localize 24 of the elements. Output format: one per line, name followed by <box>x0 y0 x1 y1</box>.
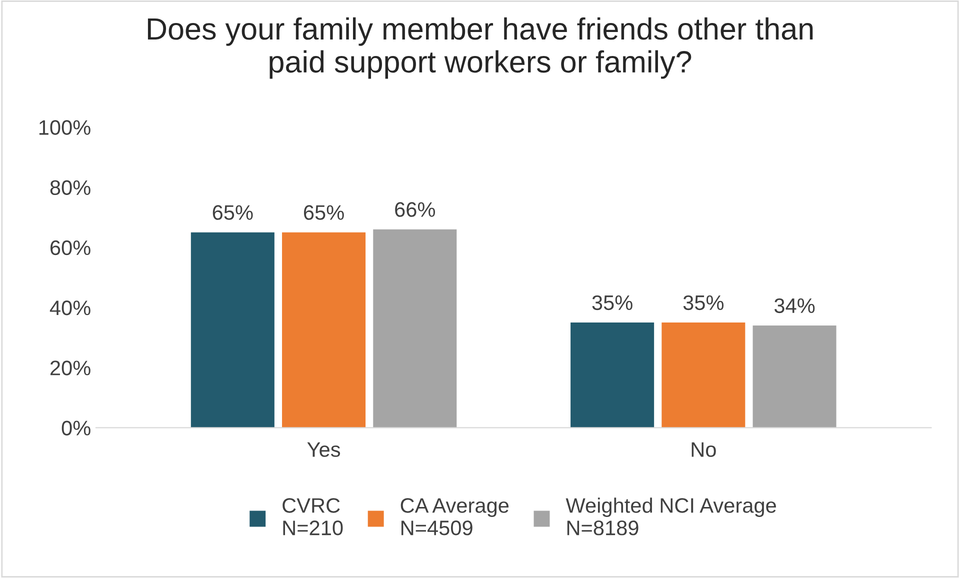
y-tick-label: 60% <box>50 240 90 256</box>
y-tick-label: 20% <box>50 360 90 376</box>
y-tick-label: 100% <box>39 120 90 135</box>
data-label: 65% <box>304 205 344 220</box>
x-tick-label: No <box>692 442 716 457</box>
bar <box>190 232 274 428</box>
legend-label: CVRC N=210 <box>282 498 343 536</box>
bar <box>570 322 654 428</box>
bar <box>282 232 366 428</box>
bar <box>662 322 746 428</box>
data-label: 65% <box>212 205 253 220</box>
data-label: 35% <box>683 295 724 310</box>
bar <box>373 229 457 428</box>
legend-label: CA Average N=4509 <box>400 498 509 536</box>
x-tick-label: Yes <box>307 442 340 457</box>
bar <box>752 326 836 428</box>
chart-title: Does your family member have friends other than paid support workers or family? <box>148 17 813 79</box>
y-tick-label: 0% <box>62 420 90 436</box>
data-label: 34% <box>774 298 815 314</box>
y-tick-label: 40% <box>50 300 90 316</box>
y-tick-label: 80% <box>50 180 90 196</box>
data-label: 66% <box>395 202 436 217</box>
data-label: 35% <box>592 295 632 310</box>
legend-label: Weighted NCI Average N=8189 <box>566 498 776 536</box>
